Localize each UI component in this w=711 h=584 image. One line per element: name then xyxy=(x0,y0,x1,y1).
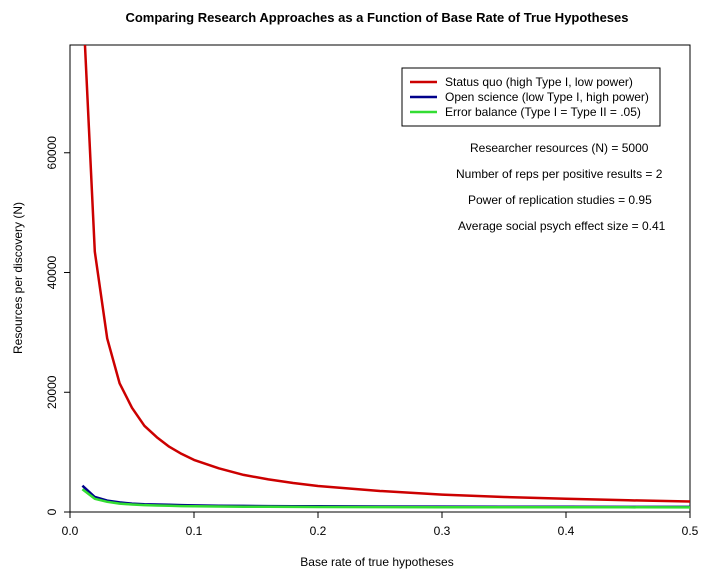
series-line xyxy=(83,45,690,503)
y-axis-label: Resources per discovery (N) xyxy=(11,202,25,354)
annotation-text: Number of reps per positive results = 2 xyxy=(456,167,663,181)
series-layer xyxy=(81,45,690,509)
x-tick-label: 0.0 xyxy=(62,524,79,538)
x-axis: 0.0 0.1 0.2 0.3 0.4 0.5 xyxy=(62,512,699,538)
y-axis: 0 20000 40000 60000 xyxy=(45,136,70,515)
legend-label: Status quo (high Type I, low power) xyxy=(445,75,633,89)
annotation-text: Researcher resources (N) = 5000 xyxy=(470,141,649,155)
legend-box xyxy=(401,67,661,127)
series-line xyxy=(81,488,690,509)
x-tick-label: 0.3 xyxy=(434,524,451,538)
y-tick-label: 60000 xyxy=(45,136,59,170)
chart-title: Comparing Research Approaches as a Funct… xyxy=(125,10,628,25)
annotation-text: Power of replication studies = 0.95 xyxy=(468,193,652,207)
legend-label: Open science (low Type I, high power) xyxy=(445,90,649,104)
legend-label: Error balance (Type I = Type II = .05) xyxy=(445,105,641,119)
legend: Status quo (high Type I, low power)Open … xyxy=(401,67,661,127)
annotations: Researcher resources (N) = 5000 Number of… xyxy=(456,141,666,233)
y-tick-label: 0 xyxy=(45,508,59,515)
annotation-text: Average social psych effect size = 0.41 xyxy=(458,219,666,233)
y-tick-label: 20000 xyxy=(45,375,59,409)
x-tick-label: 0.4 xyxy=(558,524,575,538)
x-tick-label: 0.2 xyxy=(310,524,327,538)
x-axis-label: Base rate of true hypotheses xyxy=(300,555,453,569)
series-line xyxy=(81,484,690,509)
x-tick-label: 0.5 xyxy=(682,524,699,538)
x-tick-label: 0.1 xyxy=(186,524,203,538)
y-tick-label: 40000 xyxy=(45,256,59,290)
plot-frame xyxy=(69,44,691,513)
